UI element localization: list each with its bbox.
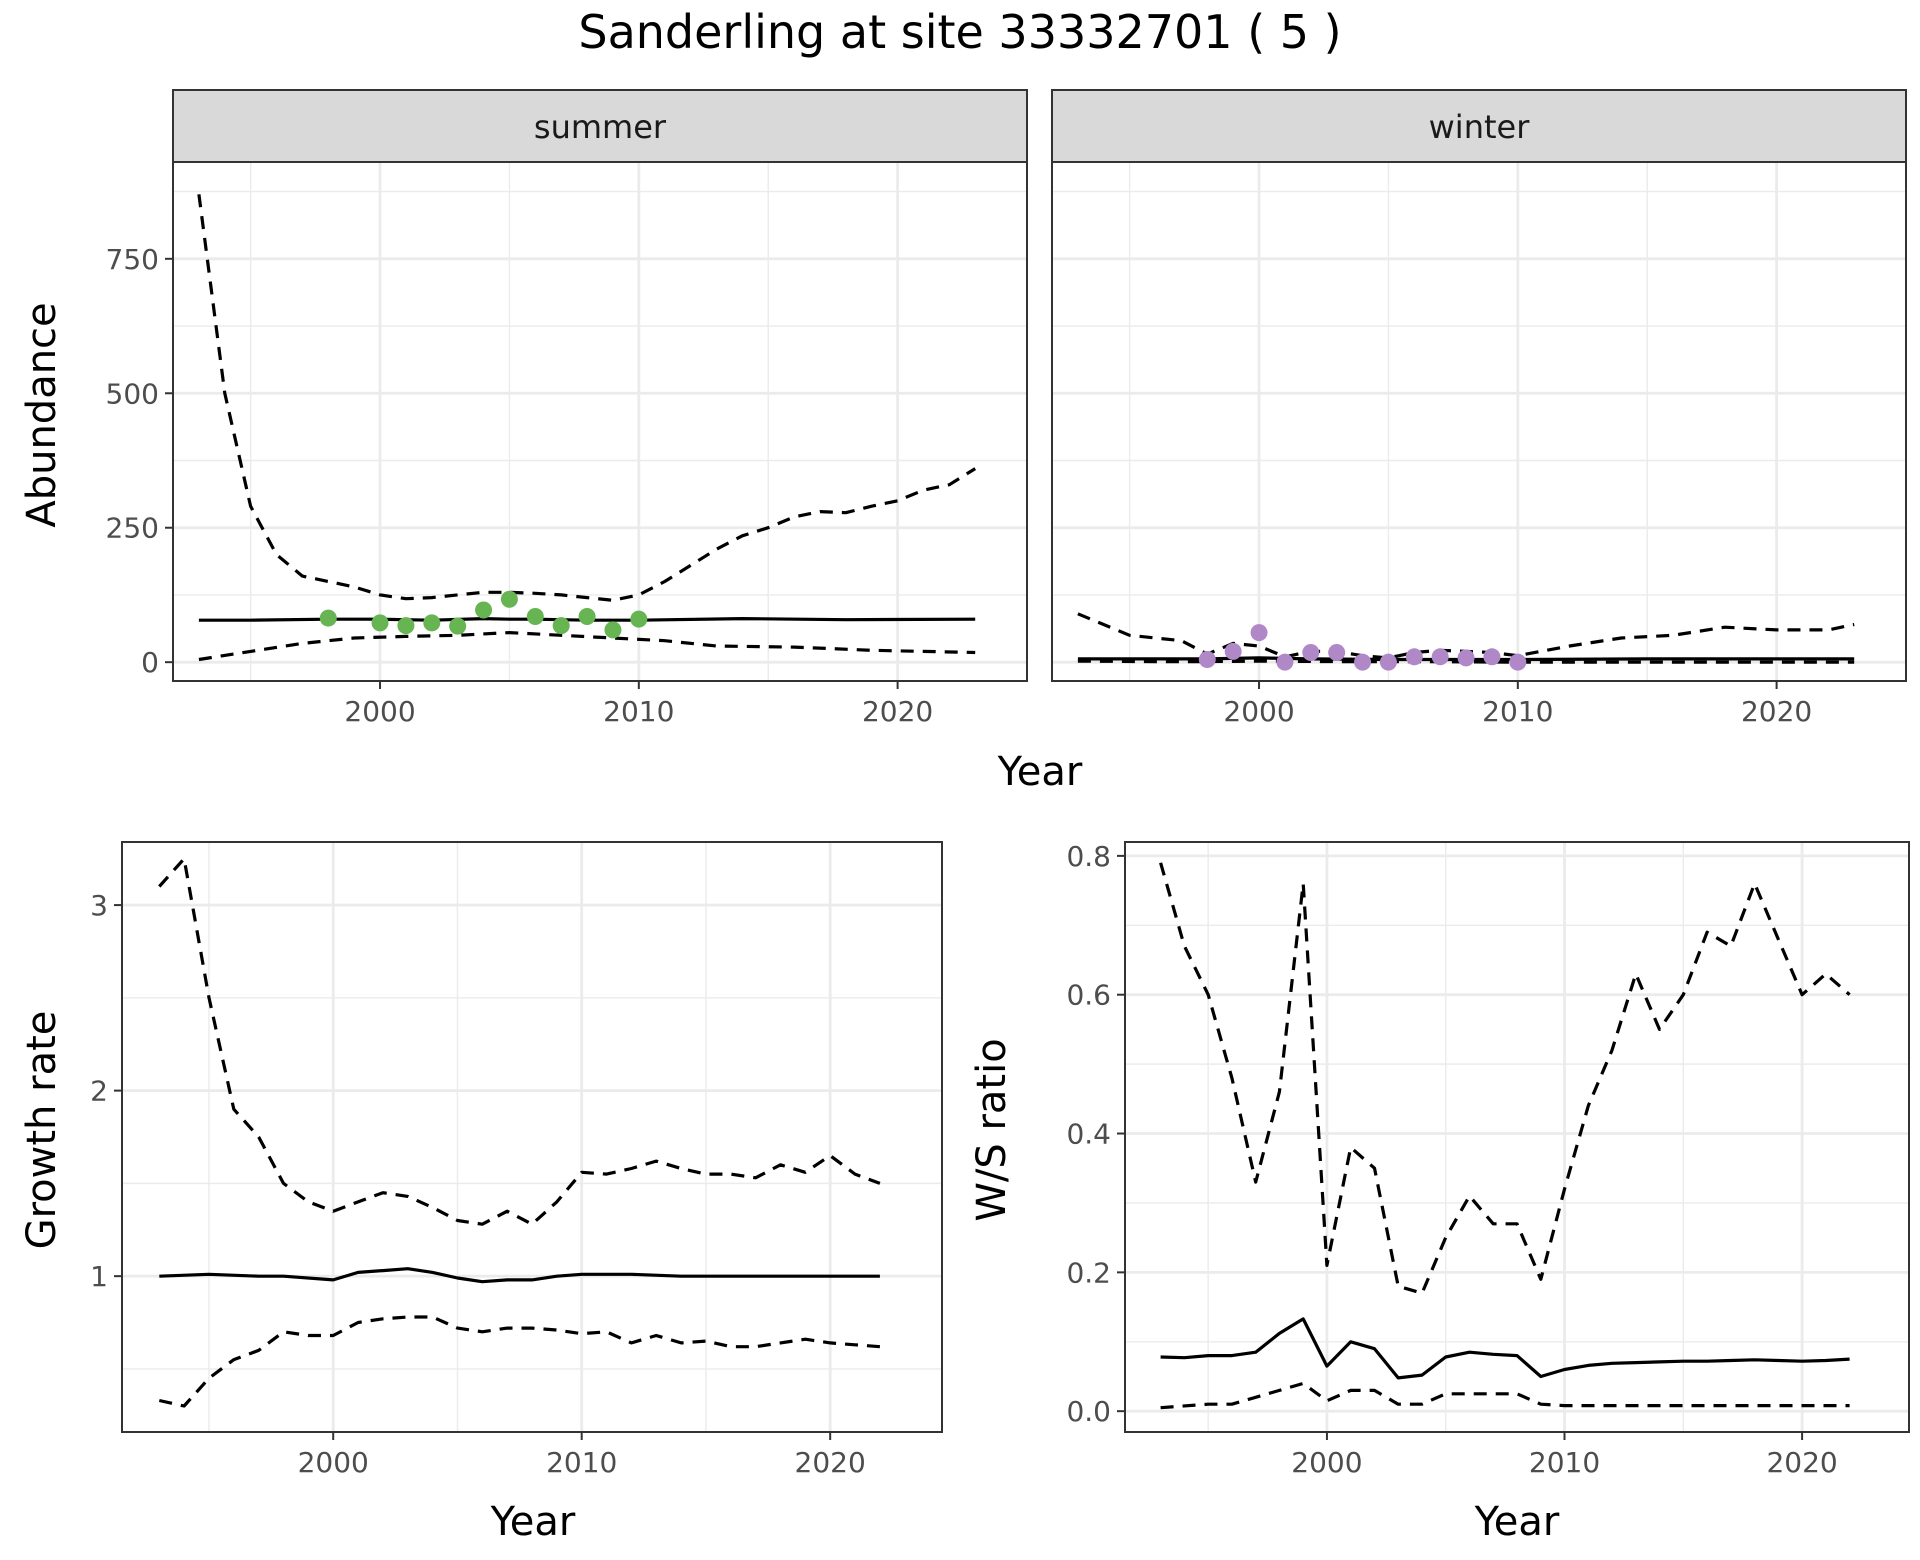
winter-data-point: [1483, 648, 1501, 666]
strip-label-winter: winter: [1429, 108, 1531, 146]
facet-summer: summer 2000 2010 2020 0 250 500 750: [106, 89, 1028, 728]
ratio-panel-border: [1124, 841, 1910, 1433]
growth-rate-x-label: Year: [490, 1499, 576, 1545]
facet-winter: winter 2000 2010 2020: [1051, 89, 1907, 728]
summer-data-point: [319, 609, 337, 627]
summer-x-tick-label: 2000: [344, 695, 415, 728]
summer-data-point: [371, 614, 389, 632]
summer-y-tick-label: 500: [106, 377, 159, 410]
winter-upper-bound-line: [1077, 612, 1855, 660]
growth-y-tick-label: 3: [90, 889, 108, 922]
ratio-x-tick-label: 2020: [1766, 1446, 1837, 1479]
strip-label-summer: summer: [534, 108, 667, 146]
winter-x-tick-label: 2010: [1482, 695, 1553, 728]
plot-growth-rate: 2000 2010 2020 1 2 3: [90, 841, 943, 1479]
summer-data-point: [475, 601, 493, 619]
ratio-x-tick-label: 2000: [1291, 1446, 1362, 1479]
ratio-y-tick-label: 0.6: [1066, 979, 1111, 1012]
winter-data-point: [1431, 648, 1449, 666]
growth-y-tick-label: 2: [90, 1075, 108, 1108]
ratio-lower-bound-line: [1160, 1381, 1850, 1410]
growth-rate-y-label: Growth rate: [19, 1011, 65, 1250]
strip-summer: [172, 89, 1028, 163]
winter-x-tick-label: 2020: [1741, 695, 1812, 728]
ratio-y-tick-label: 0.0: [1066, 1395, 1111, 1428]
winter-data-point: [1302, 643, 1320, 661]
plot-summer: 2000 2010 2020 0 250 500 750: [106, 161, 1028, 728]
summer-y-tick-label: 750: [106, 243, 159, 276]
winter-x-tick-label: 2000: [1223, 695, 1294, 728]
growth-y-tick-label: 1: [90, 1260, 108, 1293]
summer-data-point: [604, 621, 622, 639]
summer-x-tick-label: 2010: [603, 695, 674, 728]
plot-winter: 2000 2010 2020: [1051, 161, 1907, 728]
plot-ws-ratio: 2000 2010 2020 0.0 0.2 0.4 0.6 0.8: [1066, 840, 1910, 1479]
winter-data-point: [1198, 650, 1216, 668]
ratio-fit-line: [1160, 1317, 1850, 1380]
winter-data-point: [1405, 648, 1423, 666]
winter-panel-border: [1051, 161, 1907, 682]
winter-lower-bound-line: [1077, 659, 1855, 664]
summer-y-tick-label: 0: [141, 646, 159, 679]
summer-data-point: [500, 590, 518, 608]
growth-x-tick-label: 2000: [298, 1446, 369, 1479]
growth-x-tick-label: 2010: [546, 1446, 617, 1479]
abundance-y-label: Abundance: [19, 302, 65, 527]
growth-fit-line: [159, 1267, 880, 1284]
summer-x-tick-label: 2020: [862, 695, 933, 728]
growth-x-tick-label: 2020: [795, 1446, 866, 1479]
winter-data-point: [1509, 653, 1527, 671]
summer-data-point: [449, 617, 467, 635]
ratio-panel-background: [1125, 842, 1909, 1432]
winter-data-point: [1224, 642, 1242, 660]
ratio-upper-bound-line: [1159, 862, 1851, 1295]
summer-data-point: [578, 607, 596, 625]
growth-upper-bound-line: [158, 857, 881, 1226]
ratio-y-tick-label: 0.8: [1066, 840, 1111, 873]
winter-data-point: [1250, 624, 1268, 642]
summer-upper-bound-line: [197, 194, 977, 602]
growth-lower-bound-line: [158, 1315, 881, 1408]
ratio-y-tick-label: 0.2: [1066, 1256, 1111, 1289]
growth-panel-border: [121, 841, 943, 1433]
summer-data-point: [630, 610, 648, 628]
strip-winter: [1051, 89, 1907, 163]
summer-data-point: [552, 617, 570, 635]
summer-y-tick-label: 250: [106, 512, 159, 545]
summer-lower-bound-line: [198, 630, 976, 662]
winter-data-point: [1328, 643, 1346, 661]
winter-data-point: [1354, 653, 1372, 671]
abundance-x-label: Year: [997, 749, 1083, 795]
ws-ratio-x-label: Year: [1474, 1499, 1560, 1545]
summer-panel-border: [172, 161, 1028, 682]
winter-data-point: [1379, 653, 1397, 671]
ratio-y-tick-label: 0.4: [1066, 1118, 1111, 1151]
summer-data-point: [526, 607, 544, 625]
figure-title: Sanderling at site 33332701 ( 5 ): [578, 5, 1341, 59]
summer-data-point: [397, 617, 415, 635]
ws-ratio-y-label: W/S ratio: [969, 1038, 1015, 1221]
winter-data-point: [1457, 649, 1475, 667]
growth-panel-background: [122, 842, 942, 1432]
ratio-x-tick-label: 2010: [1529, 1446, 1600, 1479]
winter-data-point: [1276, 653, 1294, 671]
summer-data-point: [423, 614, 441, 632]
